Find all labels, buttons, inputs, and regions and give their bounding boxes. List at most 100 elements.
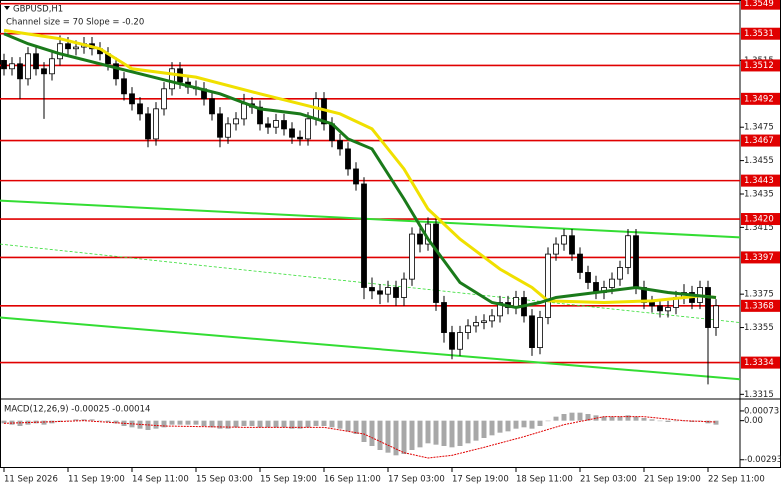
- macd-bar: [465, 420, 471, 444]
- candle-body: [9, 63, 15, 70]
- level-label: 1.3334: [744, 358, 774, 368]
- macd-bar: [409, 420, 415, 450]
- level-label-box: [741, 92, 780, 105]
- macd-bar: [329, 420, 335, 428]
- level-label: 1.3467: [744, 136, 774, 146]
- macd-bar: [577, 412, 583, 421]
- candle-body: [129, 93, 135, 105]
- chart-subtitle: Channel size = 70 Slope = -0.20: [6, 18, 144, 28]
- candle-body: [417, 233, 423, 245]
- macd-bar: [193, 420, 199, 425]
- macd-bar: [449, 420, 455, 448]
- macd-bar: [57, 420, 63, 422]
- candle-body: [433, 223, 439, 303]
- candle-body: [217, 113, 223, 138]
- macd-bar: [673, 420, 679, 422]
- macd-bar: [169, 420, 175, 425]
- candle-body: [209, 98, 215, 115]
- level-label: 1.3397: [744, 253, 774, 263]
- candle-body: [65, 43, 71, 50]
- macd-bar: [641, 418, 647, 421]
- candle-body: [409, 233, 415, 280]
- x-tick-label: 15 Sep 03:00: [196, 475, 253, 485]
- level-label-box: [741, 251, 780, 264]
- macd-bar: [217, 420, 223, 429]
- candle-body: [169, 68, 175, 90]
- candle-body: [353, 168, 359, 185]
- macd-bar: [569, 412, 575, 421]
- level-label-box: [741, 299, 780, 312]
- candle-body: [361, 183, 367, 288]
- macd-bar: [473, 420, 479, 441]
- macd-bar: [257, 420, 263, 428]
- macd-bar: [593, 415, 599, 421]
- candle-body: [345, 148, 351, 170]
- level-label-box: [741, 356, 780, 369]
- candle-body: [657, 305, 663, 312]
- candle-body: [41, 68, 47, 75]
- macd-bar: [497, 420, 503, 433]
- candle-body: [257, 106, 263, 125]
- candle-body: [281, 120, 287, 130]
- x-tick-label: 16 Sep 11:00: [324, 475, 381, 485]
- macd-bar: [265, 420, 271, 428]
- macd-bar: [393, 420, 399, 456]
- x-tick-label: 18 Sep 11:00: [516, 475, 573, 485]
- moving-average: [3, 32, 717, 310]
- candle-body: [665, 307, 671, 312]
- macd-bar: [433, 420, 439, 445]
- y-tick-label: 1.3475: [744, 123, 774, 133]
- candle-body: [529, 315, 535, 348]
- macd-bar: [33, 420, 39, 424]
- candle-body: [377, 290, 383, 295]
- candle-body: [585, 272, 591, 283]
- candle-body: [465, 325, 471, 333]
- macd-bar: [361, 420, 367, 442]
- macd-bar: [489, 420, 495, 436]
- macd-bar: [9, 420, 15, 425]
- candle-body: [161, 88, 167, 110]
- level-label-box: [741, 27, 780, 40]
- macd-bar: [481, 420, 487, 438]
- macd-bar: [617, 416, 623, 421]
- candle-body: [33, 53, 39, 70]
- candle-body: [57, 43, 63, 60]
- level-label: 1.3512: [744, 61, 774, 71]
- macd-bar: [385, 420, 391, 453]
- x-tick-label: 17 Sep 03:00: [388, 475, 445, 485]
- x-tick-label: 17 Sep 19:00: [452, 475, 509, 485]
- y-tick-label: 1.3375: [744, 290, 774, 300]
- y-tick-label: 0.00073: [744, 406, 779, 416]
- x-tick-label: 21 Sep 19:00: [644, 475, 701, 485]
- candle-body: [137, 103, 143, 115]
- candle-body: [305, 118, 311, 140]
- candle-body: [473, 322, 479, 327]
- candle-body: [449, 332, 455, 350]
- macd-bar: [505, 420, 511, 432]
- macd-bar: [209, 420, 215, 428]
- candle-body: [337, 140, 343, 150]
- y-tick-label: 1.3435: [744, 189, 774, 199]
- macd-bar: [113, 420, 119, 424]
- macd-bar: [585, 414, 591, 421]
- candle-body: [633, 235, 639, 288]
- level-label: 1.3420: [744, 215, 774, 225]
- macd-bar: [529, 420, 535, 429]
- x-tick-label: 11 Sep 19:00: [68, 475, 125, 485]
- macd-bar: [233, 420, 239, 428]
- macd-bar: [657, 420, 663, 422]
- macd-bar: [249, 420, 255, 426]
- chart-title: GBPUSD,H1: [13, 5, 63, 15]
- macd-bar: [521, 420, 527, 428]
- macd-bar: [297, 420, 303, 429]
- macd-bar: [161, 420, 167, 428]
- macd-bar: [369, 420, 375, 446]
- candle-body: [577, 253, 583, 273]
- level-label: 1.3443: [744, 176, 774, 186]
- x-tick-label: 14 Sep 11:00: [132, 475, 189, 485]
- x-tick-label: 15 Sep 19:00: [260, 475, 317, 485]
- candle-body: [649, 302, 655, 307]
- level-label: 1.3368: [744, 301, 774, 311]
- macd-bar: [689, 420, 695, 422]
